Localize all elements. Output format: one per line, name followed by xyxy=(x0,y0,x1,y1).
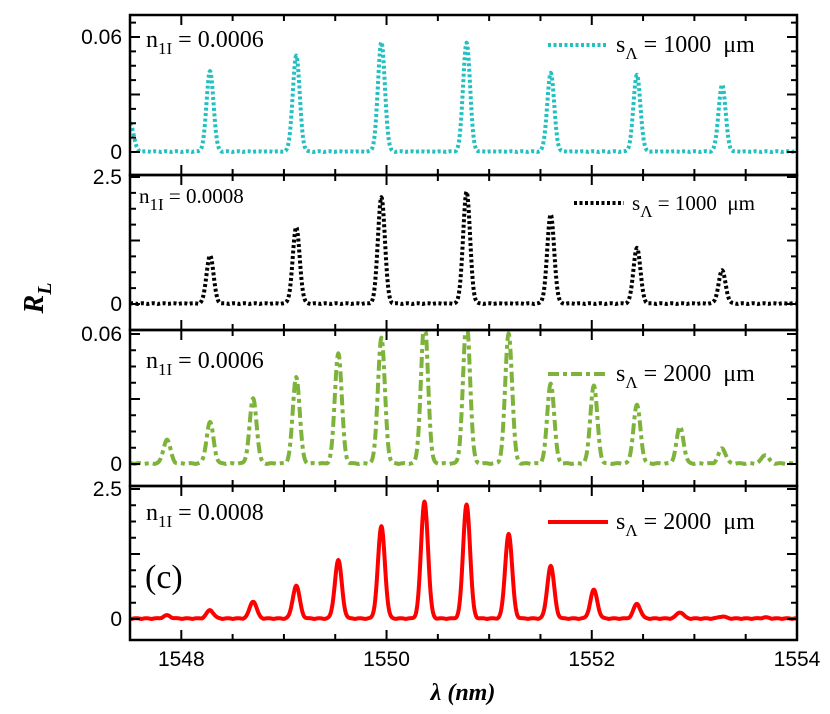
x-tick-label: 1548 xyxy=(158,648,205,671)
peak-point xyxy=(636,405,637,406)
peak-point xyxy=(338,560,339,561)
legend-label: sΛ = 1000 μm xyxy=(616,32,755,63)
legend-label: sΛ = 1000 μm xyxy=(632,191,755,221)
annotation: n1I = 0.0006 xyxy=(146,27,264,58)
peak-point xyxy=(424,321,425,322)
peak-point xyxy=(680,612,681,613)
y-axis-title: RL xyxy=(19,283,56,315)
peak-point xyxy=(636,75,637,76)
peak-point xyxy=(296,586,297,587)
peak-point xyxy=(765,455,766,456)
peak-point xyxy=(210,255,211,256)
peak-point xyxy=(593,590,594,591)
peak-point xyxy=(253,399,254,400)
y-tick-label: 2.5 xyxy=(93,478,122,501)
y-tick-label: 0 xyxy=(110,293,122,316)
series-line xyxy=(128,499,799,621)
panel-n1I-0.0008-s1000: 2.5 0 n1I = 0.0008 sΛ = 1000 μm xyxy=(93,166,799,316)
series-line xyxy=(128,40,799,154)
peak-point xyxy=(508,534,509,535)
peak-point xyxy=(765,617,766,618)
peak-point xyxy=(508,334,509,335)
x-axis-title: λ (nm) xyxy=(430,680,496,706)
y-tick-label: 0 xyxy=(110,608,122,631)
peak-point xyxy=(550,73,551,74)
peak-point xyxy=(550,383,551,384)
y-tick-label: 0 xyxy=(110,141,122,164)
annotation: n1I = 0.0008 xyxy=(139,184,244,214)
peak-point xyxy=(210,610,211,611)
peak-point xyxy=(466,192,467,193)
peak-point xyxy=(296,227,297,228)
peak-point xyxy=(338,353,339,354)
panel-frame xyxy=(128,484,799,642)
series-line xyxy=(128,330,799,466)
peak-point xyxy=(722,270,723,271)
y-tick-label: 2.5 xyxy=(93,166,122,189)
peak-point xyxy=(550,215,551,216)
y-tick-label: 0.06 xyxy=(81,323,122,346)
legend-label: sΛ = 2000 μm xyxy=(616,361,755,392)
peak-point xyxy=(550,566,551,567)
peak-point xyxy=(296,377,297,378)
peak-point xyxy=(381,197,382,198)
y-tick-label: 0.06 xyxy=(81,26,122,49)
peak-point xyxy=(722,84,723,85)
annotation: n1I = 0.0008 xyxy=(146,500,264,531)
peak-point xyxy=(296,56,297,57)
peak-point xyxy=(381,42,382,43)
peak-point xyxy=(680,427,681,428)
peak-point xyxy=(166,615,167,616)
x-tick-label: 1552 xyxy=(568,648,615,671)
peak-point xyxy=(466,504,467,505)
axes-overlay: 1548 1550 1552 1554 xyxy=(128,13,821,671)
peak-point xyxy=(636,604,637,605)
peak-point xyxy=(381,526,382,527)
x-tick-label: 1550 xyxy=(363,648,410,671)
peak-point xyxy=(722,448,723,449)
svg-text:RL: RL xyxy=(19,283,56,315)
y-tick-label: 0 xyxy=(110,453,122,476)
panel-n1I-0.0006-s1000: 0.06 0 n1I = 0.0006 sΛ = 1000 μm xyxy=(81,26,799,164)
peak-point xyxy=(466,321,467,322)
panel-n1I-0.0008-s2000: 2.5 0 n1I = 0.0008 sΛ = 2000 μm xyxy=(93,478,799,631)
peak-point xyxy=(466,42,467,43)
peak-point xyxy=(722,616,723,617)
peak-point xyxy=(210,422,211,423)
peak-point xyxy=(424,502,425,503)
panel-label: (c) xyxy=(145,559,183,596)
legend-label: sΛ = 2000 μm xyxy=(616,509,755,540)
peak-point xyxy=(253,601,254,602)
peak-point xyxy=(166,440,167,441)
x-tick-label: 1554 xyxy=(774,648,821,671)
panel-n1I-0.0006-s2000: 0.06 0 n1I = 0.0006 sΛ = 2000 μm xyxy=(81,321,799,476)
peak-point xyxy=(636,248,637,249)
peak-point xyxy=(210,71,211,72)
peak-point xyxy=(593,386,594,387)
annotation: n1I = 0.0006 xyxy=(146,348,264,379)
peak-point xyxy=(381,338,382,339)
